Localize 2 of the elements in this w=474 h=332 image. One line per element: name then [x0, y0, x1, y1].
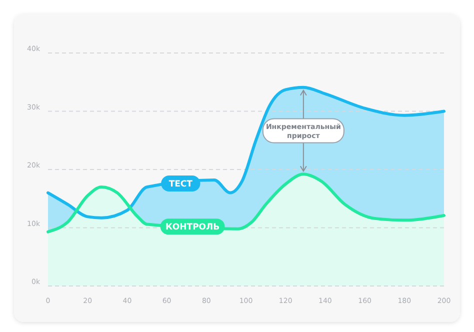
series-label: ТЕСТ [168, 179, 193, 190]
series-label: КОНТРОЛЬ [165, 222, 220, 233]
